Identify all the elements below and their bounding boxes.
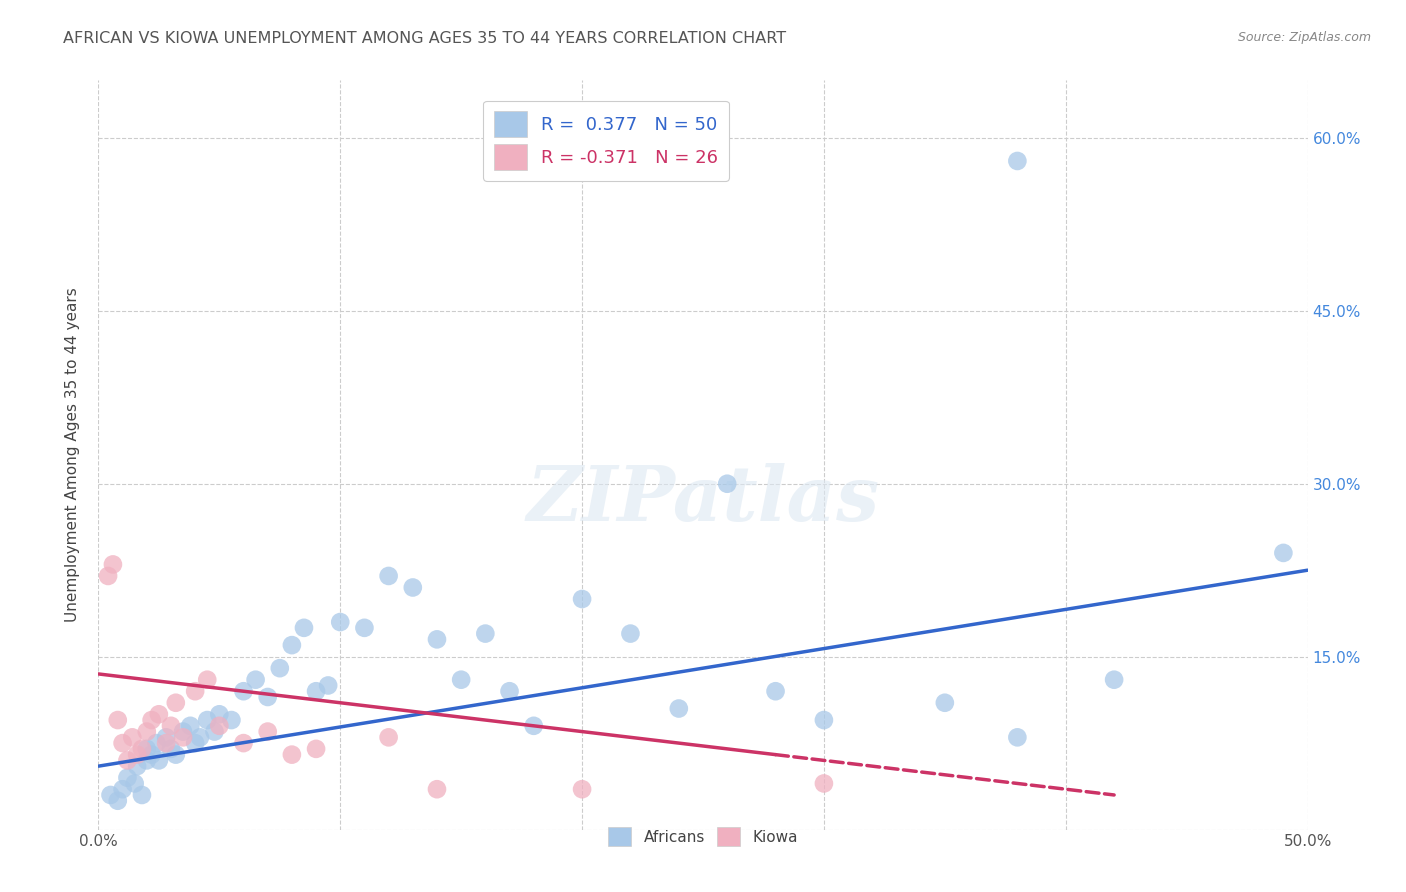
Point (97, 569, 120, 583)
Point (498, 684, 520, 698)
Point (131, 742, 153, 756)
Legend: Africans, Kiowa: Africans, Kiowa (602, 821, 804, 852)
Point (111, 782, 134, 797)
Point (377, 731, 399, 745)
Point (135, 724, 157, 739)
Point (232, 684, 254, 698)
Point (165, 696, 187, 710)
Point (135, 742, 157, 756)
Text: AFRICAN VS KIOWA UNEMPLOYMENT AMONG AGES 35 TO 44 YEARS CORRELATION CHART: AFRICAN VS KIOWA UNEMPLOYMENT AMONG AGES… (63, 31, 786, 46)
Point (523, 719, 546, 733)
Point (765, 684, 787, 698)
Point (1272, 546, 1295, 560)
Point (292, 621, 315, 635)
Point (1007, 731, 1029, 745)
Point (208, 707, 231, 722)
Point (101, 558, 124, 572)
Point (107, 794, 129, 808)
Point (160, 719, 183, 733)
Point (305, 742, 328, 756)
Point (195, 673, 218, 687)
Point (256, 690, 278, 704)
Point (426, 782, 449, 797)
Point (172, 731, 194, 745)
Point (474, 626, 496, 640)
Point (117, 753, 139, 767)
Point (100, 788, 122, 802)
Point (172, 724, 194, 739)
Point (1007, 153, 1029, 168)
Point (188, 731, 211, 745)
Point (155, 731, 177, 745)
Point (184, 736, 207, 750)
Point (377, 569, 399, 583)
Point (117, 771, 139, 785)
Point (305, 684, 328, 698)
Point (165, 747, 187, 762)
Point (619, 626, 641, 640)
Point (148, 753, 170, 767)
Point (934, 696, 956, 710)
Point (141, 747, 163, 762)
Point (450, 673, 472, 687)
Point (245, 673, 267, 687)
Point (195, 713, 218, 727)
Point (426, 632, 449, 647)
Point (232, 736, 254, 750)
Point (353, 621, 375, 635)
Text: Source: ZipAtlas.com: Source: ZipAtlas.com (1237, 31, 1371, 45)
Point (316, 678, 339, 692)
Point (204, 724, 226, 739)
Point (813, 713, 835, 727)
Point (131, 788, 153, 802)
Point (208, 719, 231, 733)
Point (269, 661, 291, 675)
Point (127, 759, 149, 773)
Point (179, 719, 201, 733)
Point (121, 731, 143, 745)
Point (184, 684, 207, 698)
Point (135, 753, 157, 767)
Point (813, 776, 835, 790)
Point (281, 638, 304, 652)
Point (221, 713, 243, 727)
Point (1102, 673, 1125, 687)
Point (716, 476, 738, 491)
Point (256, 724, 278, 739)
Point (402, 581, 425, 595)
Point (668, 701, 690, 715)
Point (124, 776, 146, 790)
Point (571, 592, 593, 607)
Point (160, 742, 183, 756)
Point (148, 707, 170, 722)
Point (155, 736, 177, 750)
Point (107, 713, 129, 727)
Point (329, 615, 352, 629)
Y-axis label: Unemployment Among Ages 35 to 44 years: Unemployment Among Ages 35 to 44 years (65, 287, 80, 623)
Point (111, 736, 134, 750)
Text: ZIPatlas: ZIPatlas (526, 463, 880, 537)
Point (571, 782, 593, 797)
Point (127, 747, 149, 762)
Point (141, 713, 163, 727)
Point (281, 747, 304, 762)
Point (145, 736, 167, 750)
